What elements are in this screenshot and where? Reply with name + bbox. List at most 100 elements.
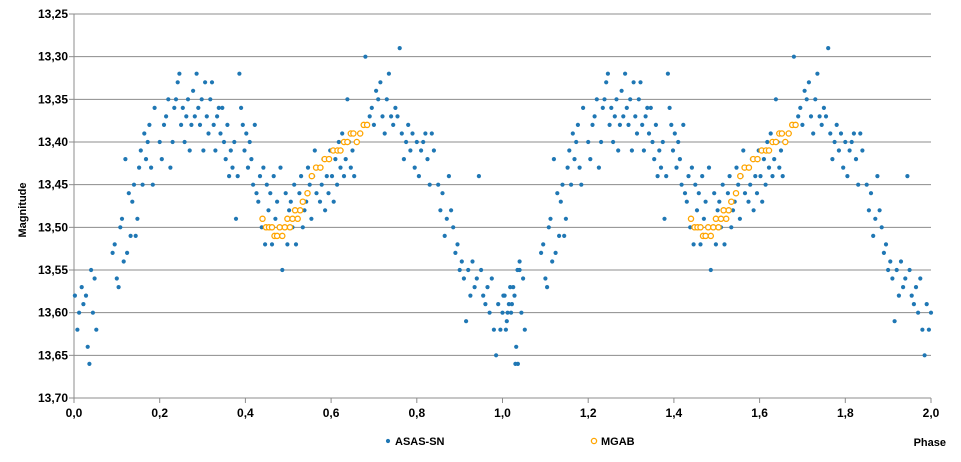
legend: ASAS-SN MGAB xyxy=(385,436,635,448)
asas-sn-point xyxy=(221,139,227,145)
asas-sn-point xyxy=(517,259,522,264)
mgab-point xyxy=(296,207,304,214)
asas-sn-point xyxy=(643,114,648,119)
mgab-point xyxy=(276,224,283,231)
asas-sn-point xyxy=(553,250,558,255)
asas-sn-point xyxy=(237,71,242,76)
asas-sn-point xyxy=(340,131,345,136)
asas-sn-point xyxy=(611,139,616,145)
mgab-point xyxy=(754,155,761,163)
y-tick-label: 13,40 xyxy=(38,135,68,149)
asas-sn-point xyxy=(228,148,233,153)
asas-sn-point xyxy=(633,114,638,119)
asas-sn-point xyxy=(913,285,919,290)
asas-sn-point xyxy=(871,233,876,238)
asas-sn-point xyxy=(83,293,89,298)
asas-sn-point xyxy=(474,276,479,281)
asas-sn-point xyxy=(896,293,902,298)
asas-sn-point xyxy=(180,105,185,110)
asas-sn-point xyxy=(742,191,748,196)
asas-sn-point xyxy=(599,139,604,145)
asas-sn-point xyxy=(748,182,753,187)
asas-sn-point xyxy=(519,310,524,315)
asas-sn-point xyxy=(873,216,878,221)
data-points xyxy=(72,46,934,366)
y-tick-label: 13,55 xyxy=(38,263,68,277)
asas-sn-point xyxy=(858,131,863,136)
asas-sn-point xyxy=(888,259,893,264)
asas-sn-point xyxy=(348,165,353,170)
asas-sn-point xyxy=(853,157,859,162)
asas-sn-point xyxy=(442,233,447,238)
asas-sn-point xyxy=(648,105,653,110)
asas-sn-point xyxy=(489,276,494,281)
asas-sn-point xyxy=(204,114,209,119)
asas-sn-point xyxy=(916,310,921,315)
mgab-point xyxy=(712,215,720,223)
asas-sn-point xyxy=(199,97,204,102)
asas-sn-point xyxy=(215,114,220,119)
mgab-point xyxy=(294,215,301,223)
asas-sn-point xyxy=(500,310,505,315)
asas-sn-point xyxy=(293,242,299,247)
legend-marker-asas-sn xyxy=(385,438,391,444)
asas-sn-point xyxy=(77,310,82,315)
asas-sn-point xyxy=(657,148,662,153)
mgab-point xyxy=(710,224,717,231)
asas-sn-point xyxy=(208,97,213,102)
asas-sn-point xyxy=(380,114,385,119)
asas-sn-point xyxy=(653,122,659,127)
asas-sn-point xyxy=(579,182,584,187)
asas-sn-point xyxy=(722,242,727,247)
asas-sn-point xyxy=(693,182,698,187)
asas-sn-point xyxy=(560,182,565,187)
asas-sn-point xyxy=(753,174,758,179)
asas-sn-point xyxy=(676,139,681,145)
asas-sn-point xyxy=(343,157,348,162)
asas-sn-point xyxy=(187,148,192,153)
asas-sn-point xyxy=(636,97,641,102)
asas-sn-point xyxy=(672,131,677,136)
asas-sn-point xyxy=(126,191,131,196)
asas-sn-point xyxy=(194,71,199,76)
asas-sn-point xyxy=(118,225,123,230)
asas-sn-point xyxy=(911,302,917,307)
asas-sn-point xyxy=(879,225,884,230)
asas-sn-point xyxy=(326,191,331,196)
asas-sn-point xyxy=(142,131,147,136)
asas-sn-point xyxy=(374,88,379,93)
asas-sn-point xyxy=(235,174,240,179)
asas-sn-point xyxy=(149,165,154,170)
asas-sn-point xyxy=(763,182,768,187)
y-tick-label: 13,70 xyxy=(38,391,68,405)
asas-sn-point xyxy=(440,191,445,196)
asas-sn-point xyxy=(341,174,347,179)
asas-sn-point xyxy=(660,139,665,145)
asas-sn-point xyxy=(646,131,652,136)
asas-sn-point xyxy=(438,208,443,213)
asas-sn-point xyxy=(550,259,555,264)
asas-sn-point xyxy=(189,122,194,127)
asas-sn-point xyxy=(856,182,861,187)
asas-sn-point xyxy=(557,233,562,238)
asas-sn-point xyxy=(928,310,934,315)
asas-sn-point xyxy=(485,285,490,290)
asas-sn-point xyxy=(834,122,839,127)
legend-label-mgab: MGAB xyxy=(601,436,635,448)
asas-sn-point xyxy=(575,122,581,127)
asas-sn-point xyxy=(734,165,739,170)
asas-sn-point xyxy=(851,131,857,136)
asas-sn-point xyxy=(369,105,374,110)
asas-sn-point xyxy=(259,225,264,230)
mgab-point xyxy=(281,224,289,231)
asas-sn-point xyxy=(140,182,145,187)
asas-sn-point xyxy=(179,122,184,127)
asas-sn-point xyxy=(703,199,708,204)
asas-sn-point xyxy=(777,165,782,170)
asas-sn-point xyxy=(218,131,223,136)
asas-sn-point xyxy=(466,267,471,273)
asas-sn-point xyxy=(264,182,269,187)
asas-sn-point xyxy=(830,157,835,162)
asas-sn-point xyxy=(922,353,927,358)
